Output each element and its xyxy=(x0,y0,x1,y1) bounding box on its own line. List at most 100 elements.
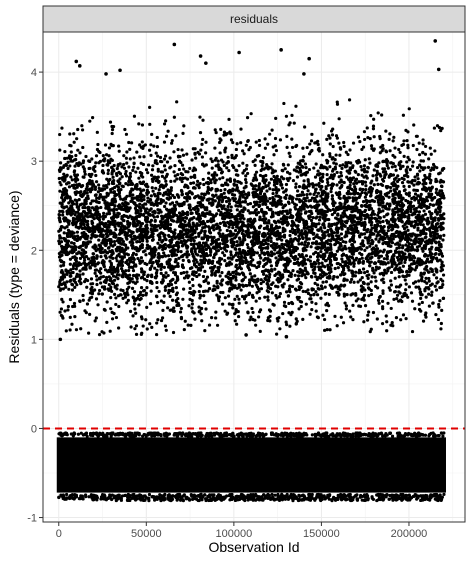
data-point xyxy=(381,209,385,213)
data-point xyxy=(363,232,367,236)
data-point xyxy=(145,305,149,310)
data-point xyxy=(110,127,115,132)
data-point xyxy=(294,495,298,499)
data-point xyxy=(261,434,265,438)
data-point xyxy=(126,433,131,437)
data-point xyxy=(220,271,224,275)
data-point xyxy=(120,175,124,179)
data-point xyxy=(441,273,446,277)
data-point xyxy=(59,240,64,244)
data-point xyxy=(146,496,150,500)
data-point xyxy=(102,433,106,437)
data-point xyxy=(95,432,99,436)
data-point xyxy=(174,281,178,285)
data-point xyxy=(170,498,174,502)
data-point xyxy=(236,173,240,177)
data-point xyxy=(419,241,423,245)
data-point xyxy=(166,254,171,258)
data-point xyxy=(421,249,425,253)
data-point xyxy=(303,266,307,270)
data-point xyxy=(380,113,384,117)
data-point xyxy=(402,434,406,438)
data-point xyxy=(254,492,258,497)
data-point xyxy=(282,432,286,437)
data-point xyxy=(334,434,338,438)
data-point xyxy=(168,495,172,499)
data-point xyxy=(334,134,339,138)
data-point xyxy=(250,275,254,279)
data-point xyxy=(281,162,286,166)
data-point xyxy=(86,257,91,261)
data-point xyxy=(401,495,406,499)
data-point xyxy=(252,264,257,268)
data-point xyxy=(94,297,99,301)
data-point xyxy=(292,121,296,125)
data-point xyxy=(369,292,374,297)
data-point xyxy=(59,264,63,268)
data-point xyxy=(104,153,109,157)
data-point xyxy=(393,496,397,500)
data-point xyxy=(314,290,318,294)
data-point xyxy=(340,166,344,170)
data-point xyxy=(147,492,152,497)
data-point xyxy=(427,304,431,308)
data-point xyxy=(291,432,295,436)
data-point xyxy=(153,194,157,198)
data-point xyxy=(361,187,365,192)
data-point xyxy=(378,151,382,155)
data-point xyxy=(275,296,279,300)
data-point xyxy=(140,270,144,274)
data-point xyxy=(93,319,97,323)
data-point xyxy=(274,211,278,215)
data-point xyxy=(438,299,442,303)
data-point xyxy=(58,189,62,193)
data-point xyxy=(61,493,65,497)
data-point xyxy=(162,300,166,305)
data-point xyxy=(384,314,388,318)
data-point xyxy=(301,289,305,293)
data-point xyxy=(401,313,406,317)
data-point xyxy=(68,297,73,302)
data-point xyxy=(265,205,270,210)
data-point xyxy=(268,272,272,277)
data-point xyxy=(283,497,288,501)
data-point xyxy=(408,497,412,501)
data-point xyxy=(112,496,116,500)
data-point xyxy=(382,497,386,501)
data-point xyxy=(70,322,74,326)
data-point xyxy=(90,157,94,161)
data-point xyxy=(335,324,339,328)
data-point xyxy=(231,434,235,438)
data-point xyxy=(257,497,261,501)
data-point xyxy=(236,230,241,235)
data-point xyxy=(235,240,239,244)
data-point xyxy=(365,246,369,250)
data-point xyxy=(83,280,87,284)
data-point xyxy=(240,492,244,497)
data-point xyxy=(339,203,343,208)
data-point xyxy=(75,230,79,234)
data-point xyxy=(149,289,153,293)
data-point xyxy=(322,121,326,125)
data-point xyxy=(334,162,338,166)
data-point xyxy=(197,241,202,245)
data-point xyxy=(273,144,277,148)
data-point xyxy=(312,271,316,275)
data-point xyxy=(339,492,343,497)
data-point xyxy=(278,327,282,331)
data-point xyxy=(246,493,250,497)
data-point xyxy=(69,175,73,179)
data-point xyxy=(62,172,66,176)
data-point xyxy=(269,497,273,501)
data-point xyxy=(231,140,235,145)
data-point xyxy=(380,493,385,497)
data-point xyxy=(198,284,203,288)
data-point xyxy=(102,184,106,188)
data-point xyxy=(211,193,215,197)
data-point xyxy=(273,267,277,271)
data-point xyxy=(307,494,312,498)
data-point xyxy=(108,120,113,124)
data-point xyxy=(218,434,222,438)
data-point xyxy=(306,291,311,296)
data-point xyxy=(239,141,243,145)
